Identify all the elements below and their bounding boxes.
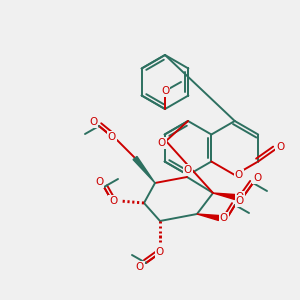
Text: O: O <box>89 117 97 127</box>
Text: O: O <box>236 192 244 202</box>
Text: O: O <box>108 132 116 142</box>
Polygon shape <box>213 193 236 200</box>
Text: O: O <box>156 247 164 257</box>
Text: O: O <box>136 262 144 272</box>
Polygon shape <box>133 156 155 183</box>
Text: O: O <box>253 173 261 183</box>
Text: O: O <box>158 138 166 148</box>
Text: O: O <box>161 86 169 96</box>
Text: O: O <box>236 196 244 206</box>
Text: O: O <box>184 165 192 175</box>
Text: O: O <box>95 177 103 187</box>
Text: O: O <box>235 170 243 180</box>
Text: O: O <box>109 196 117 206</box>
Text: O: O <box>276 142 284 152</box>
Polygon shape <box>197 214 219 220</box>
Text: O: O <box>220 213 228 223</box>
